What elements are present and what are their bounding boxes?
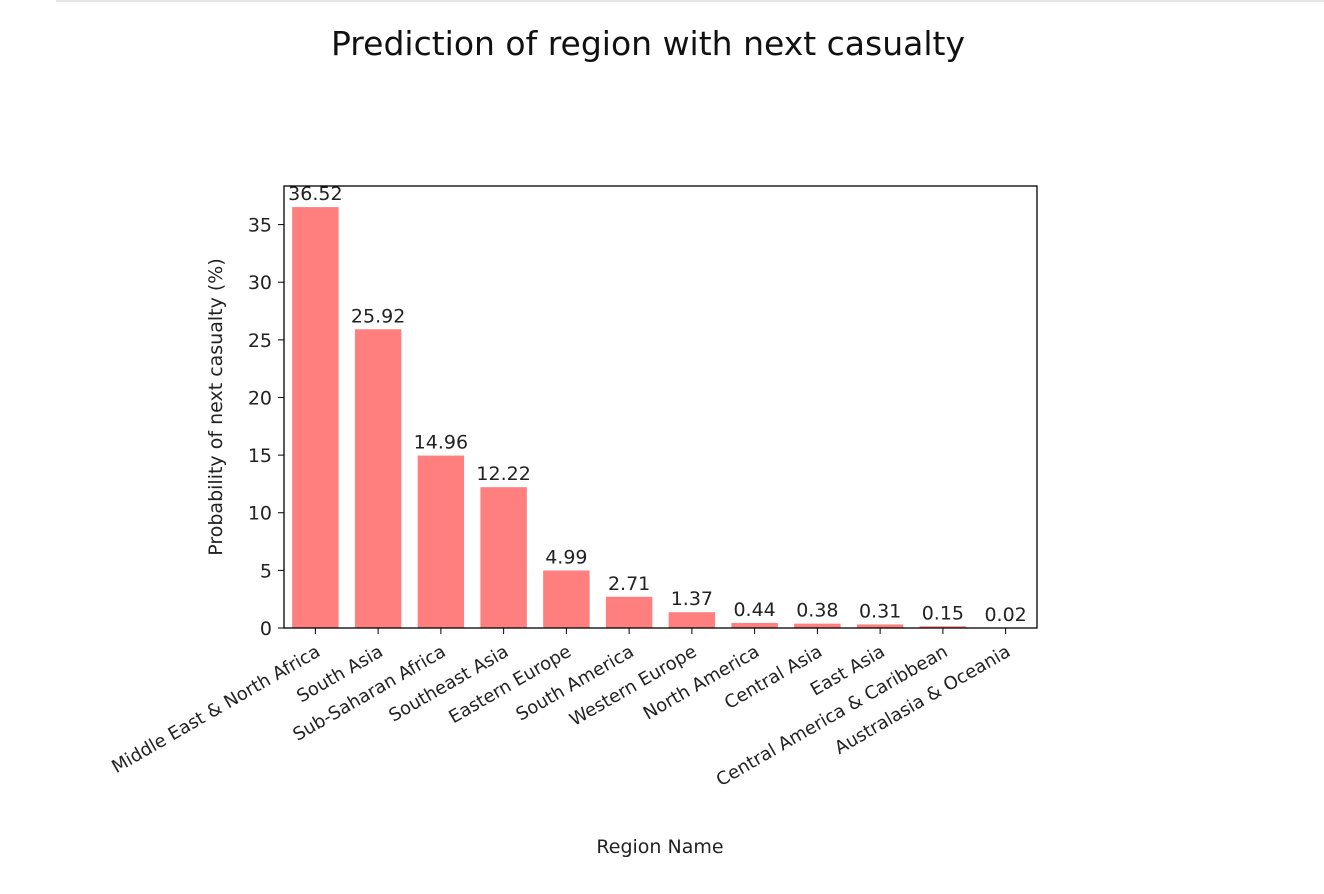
y-axis-label: Probability of next casualty (%): [205, 258, 227, 556]
y-axis: 0 5 10 15 20 25 30 35: [248, 215, 284, 640]
bar-value-label: 12.22: [476, 463, 530, 485]
bar-value-label: 0.38: [796, 600, 838, 622]
bars-layer: [292, 207, 1029, 628]
bar-value-label: 0.44: [733, 599, 775, 621]
bar-value-label: 1.37: [671, 588, 713, 610]
y-tick-label: 5: [260, 560, 272, 582]
y-tick-label: 20: [248, 387, 272, 409]
bar-value-label: 4.99: [545, 546, 587, 568]
chart-title: Prediction of region with next casualty: [330, 24, 965, 63]
bar: [605, 596, 653, 628]
bar-value-label: 14.96: [414, 432, 468, 454]
y-tick-label: 15: [248, 445, 272, 467]
bar: [919, 626, 967, 628]
bar-value-label: 2.71: [608, 573, 650, 595]
x-axis-label: Region Name: [596, 836, 723, 858]
bar-value-label: 25.92: [351, 305, 405, 327]
bar-value-label: 0.15: [922, 602, 964, 624]
bar: [794, 623, 841, 628]
bar: [731, 622, 778, 628]
bar-value-label: 0.02: [984, 604, 1026, 626]
bar: [543, 570, 590, 628]
x-tick-label: Middle East & North Africa: [108, 641, 324, 778]
bar: [480, 487, 527, 628]
y-tick-label: 35: [248, 215, 272, 237]
y-tick-label: 0: [260, 618, 272, 640]
bar: [417, 455, 465, 628]
cell-top-rule: [56, 0, 1324, 2]
y-tick-label: 25: [248, 330, 272, 352]
y-tick-label: 10: [248, 503, 272, 525]
y-tick-label: 30: [248, 272, 272, 294]
plot-frame: [283, 185, 1038, 629]
bar: [292, 207, 339, 628]
bar: [668, 612, 716, 628]
bar-value-label: 36.52: [288, 183, 342, 205]
value-labels-layer: 36.52 25.92 14.96 12.22 4.99 2.71 1.37 0.44 0.38…: [288, 183, 1027, 626]
bar-value-label: 0.31: [859, 600, 901, 622]
bar: [856, 624, 904, 628]
bar: [354, 329, 402, 628]
